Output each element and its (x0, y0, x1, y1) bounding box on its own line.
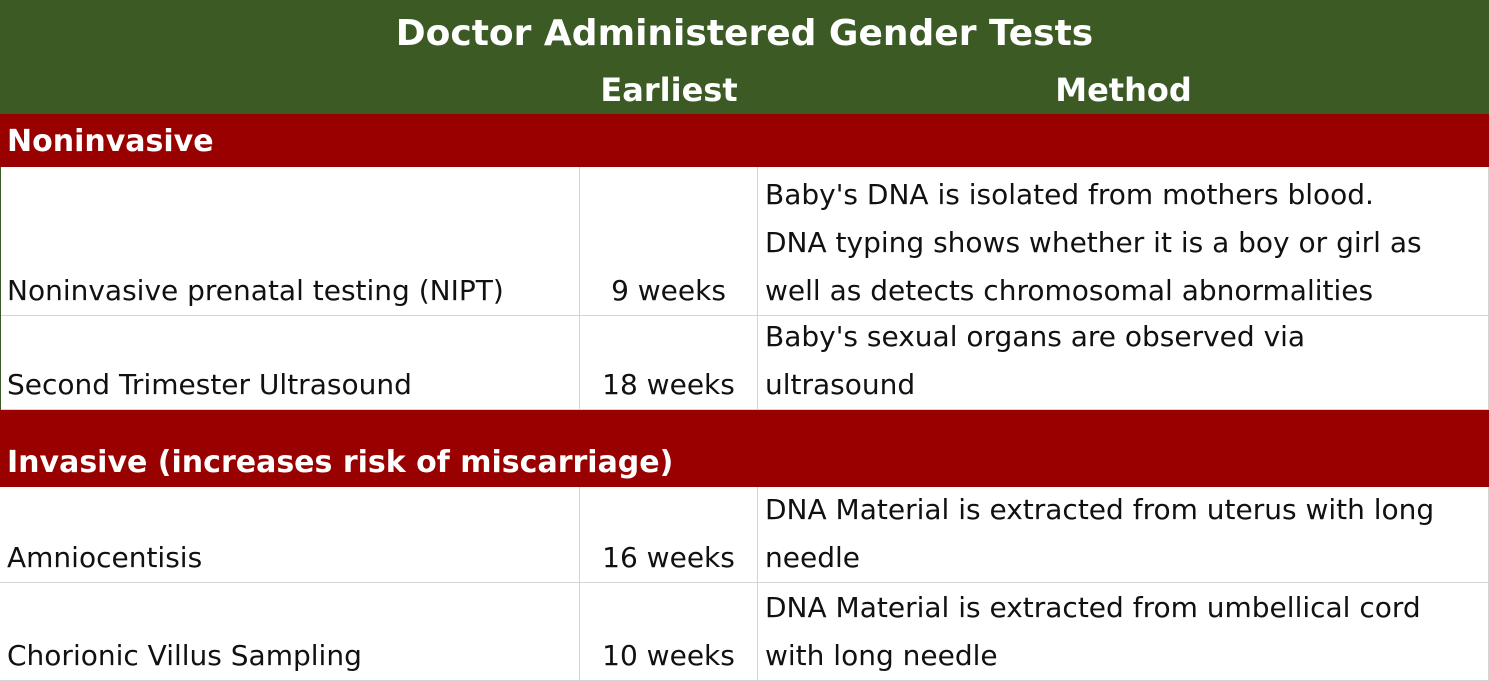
method-line: well as detects chromosomal abnormalitie… (765, 274, 1374, 307)
cell-earliest[interactable]: 18 weeks (580, 316, 758, 409)
cell-test-name[interactable]: Noninvasive prenatal testing (NIPT) (0, 167, 580, 315)
cell-earliest[interactable]: 9 weeks (580, 167, 758, 315)
cell-method[interactable]: DNA Material is extracted from umbellica… (758, 583, 1489, 680)
section-header-noninvasive[interactable]: Noninvasive (0, 114, 1489, 167)
table-row: Noninvasive prenatal testing (NIPT) 9 we… (0, 167, 1489, 316)
method-line: DNA typing shows whether it is a boy or … (765, 226, 1422, 259)
table-header: Doctor Administered Gender Tests Earlies… (0, 0, 1489, 114)
left-border (0, 167, 1, 410)
method-line: Baby's sexual organs are observed via (765, 320, 1306, 353)
cell-test-name[interactable]: Second Trimester Ultrasound (0, 316, 580, 409)
method-line: needle (765, 541, 860, 574)
cell-method[interactable]: DNA Material is extracted from uterus wi… (758, 487, 1489, 582)
method-line: DNA Material is extracted from umbellica… (765, 591, 1421, 624)
section-header-invasive[interactable]: Invasive (increases risk of miscarriage) (0, 410, 1489, 487)
cell-test-name[interactable]: Amniocentisis (0, 487, 580, 582)
page-title: Doctor Administered Gender Tests (395, 13, 1094, 54)
method-line: DNA Material is extracted from uterus wi… (765, 493, 1435, 526)
cell-method[interactable]: Baby's DNA is isolated from mothers bloo… (758, 167, 1489, 315)
cell-test-name[interactable]: Chorionic Villus Sampling (0, 583, 580, 680)
cell-method[interactable]: Baby's sexual organs are observed via ul… (758, 316, 1489, 409)
method-line: ultrasound (765, 368, 916, 401)
table-row: Second Trimester Ultrasound 18 weeks Bab… (0, 316, 1489, 410)
method-line: Baby's DNA is isolated from mothers bloo… (765, 178, 1374, 211)
column-header-earliest[interactable]: Earliest (600, 71, 738, 109)
method-line: with long needle (765, 639, 998, 672)
column-header-method[interactable]: Method (1055, 71, 1192, 109)
table-row: Chorionic Villus Sampling 10 weeks DNA M… (0, 583, 1489, 681)
cell-earliest[interactable]: 10 weeks (580, 583, 758, 680)
cell-earliest[interactable]: 16 weeks (580, 487, 758, 582)
table-row: Amniocentisis 16 weeks DNA Material is e… (0, 487, 1489, 583)
